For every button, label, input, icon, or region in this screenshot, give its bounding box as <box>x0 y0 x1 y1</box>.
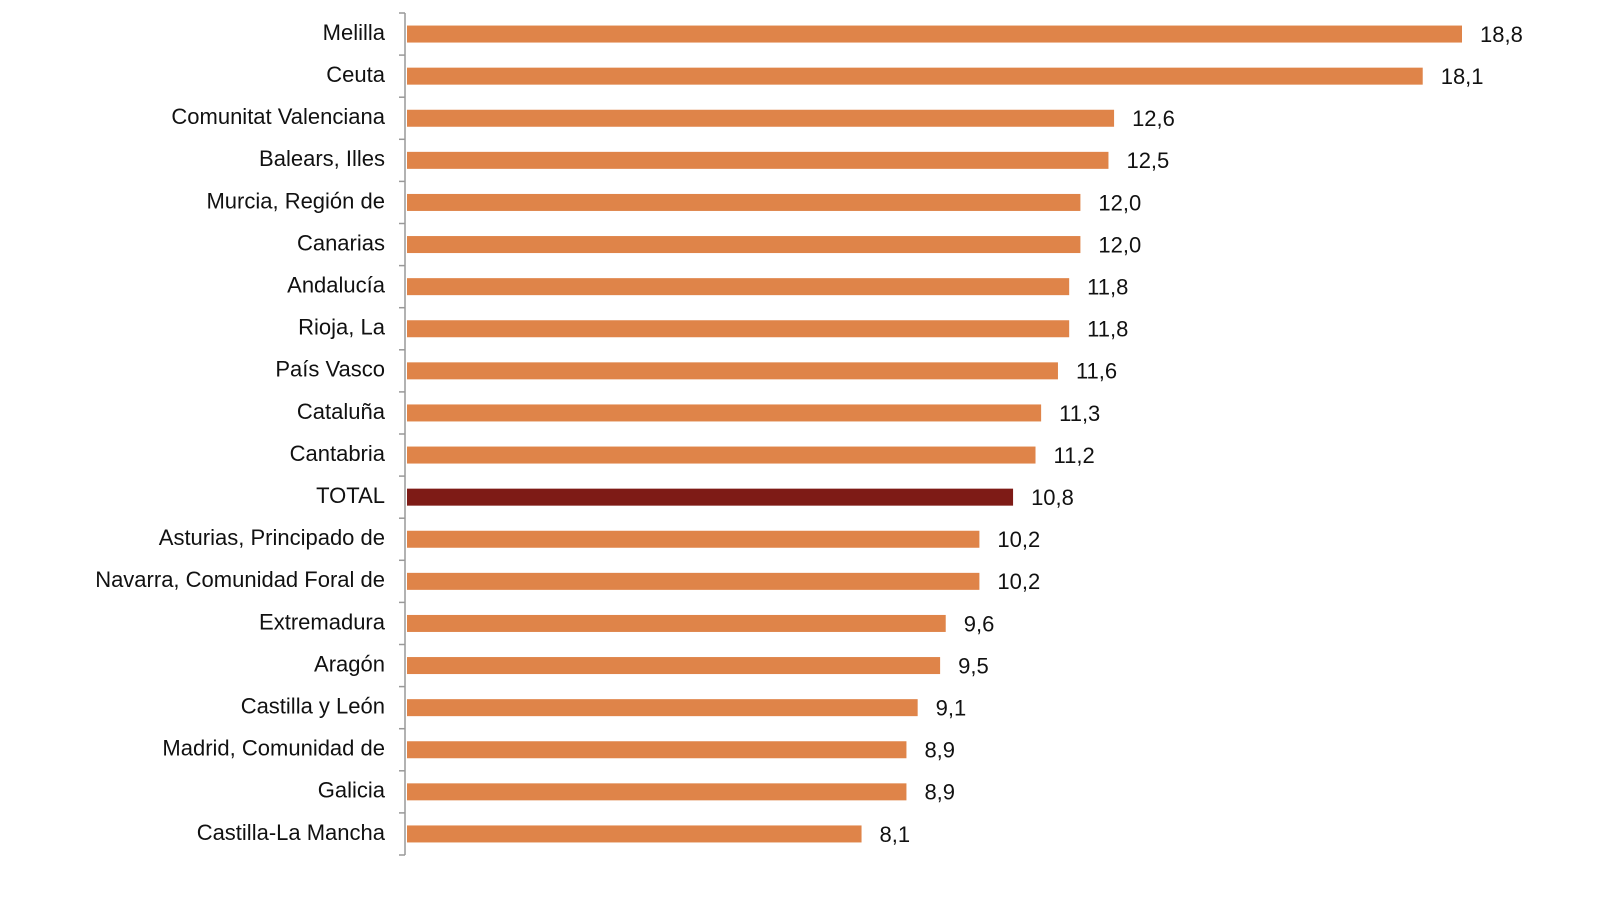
bar <box>407 109 1115 127</box>
bar <box>407 699 918 717</box>
value-label: 8,9 <box>924 780 955 805</box>
bar <box>407 614 946 632</box>
bar <box>407 783 907 801</box>
value-label: 11,2 <box>1054 443 1095 468</box>
category-label: Cantabria <box>290 441 386 466</box>
value-label: 11,8 <box>1087 274 1128 299</box>
bar <box>407 657 941 675</box>
value-label: 8,9 <box>924 738 955 763</box>
bar <box>407 278 1070 296</box>
category-label: Rioja, La <box>298 315 386 340</box>
value-label: 10,2 <box>997 527 1040 552</box>
value-label: 18,8 <box>1480 22 1523 47</box>
category-label: Ceuta <box>326 62 385 87</box>
category-label: Extremadura <box>259 609 386 634</box>
category-label: Navarra, Comunidad Foral de <box>95 567 385 592</box>
bar <box>407 362 1058 380</box>
value-label: 9,6 <box>964 611 995 636</box>
category-label: Asturias, Principado de <box>159 525 385 550</box>
category-label: Castilla-La Mancha <box>197 820 386 845</box>
category-label: Andalucía <box>287 272 386 297</box>
bar <box>407 67 1423 85</box>
category-label: Aragón <box>314 651 385 676</box>
bar <box>407 446 1036 464</box>
value-label: 10,8 <box>1031 485 1074 510</box>
bar <box>407 236 1081 254</box>
bar <box>407 572 980 590</box>
value-label: 12,5 <box>1126 148 1169 173</box>
bar <box>407 25 1462 43</box>
bar <box>407 320 1070 338</box>
category-label: Madrid, Comunidad de <box>162 736 385 761</box>
category-label: Murcia, Región de <box>206 188 385 213</box>
value-label: 9,5 <box>958 653 989 678</box>
category-label: País Vasco <box>275 357 385 382</box>
value-label: 11,3 <box>1059 401 1100 426</box>
value-label: 18,1 <box>1441 64 1484 89</box>
category-label: Cataluña <box>297 399 386 424</box>
bar <box>407 193 1081 211</box>
value-label: 12,6 <box>1132 106 1175 131</box>
bar <box>407 151 1109 169</box>
category-label: Balears, Illes <box>259 146 385 171</box>
value-label: 8,1 <box>880 822 911 847</box>
value-label: 9,1 <box>936 695 967 720</box>
bar <box>407 741 907 759</box>
bar <box>407 488 1014 506</box>
category-label: Melilla <box>323 20 386 45</box>
value-label: 11,8 <box>1087 317 1128 342</box>
value-label: 12,0 <box>1098 232 1141 257</box>
value-label: 10,2 <box>997 569 1040 594</box>
category-label: Comunitat Valenciana <box>171 104 385 129</box>
category-label: TOTAL <box>316 483 385 508</box>
category-label: Castilla y León <box>241 693 385 718</box>
bar <box>407 530 980 548</box>
category-label: Galicia <box>318 778 386 803</box>
category-label: Canarias <box>297 230 385 255</box>
value-label: 12,0 <box>1098 190 1141 215</box>
value-label: 11,6 <box>1076 359 1117 384</box>
bar <box>407 404 1042 422</box>
bar <box>407 825 862 843</box>
